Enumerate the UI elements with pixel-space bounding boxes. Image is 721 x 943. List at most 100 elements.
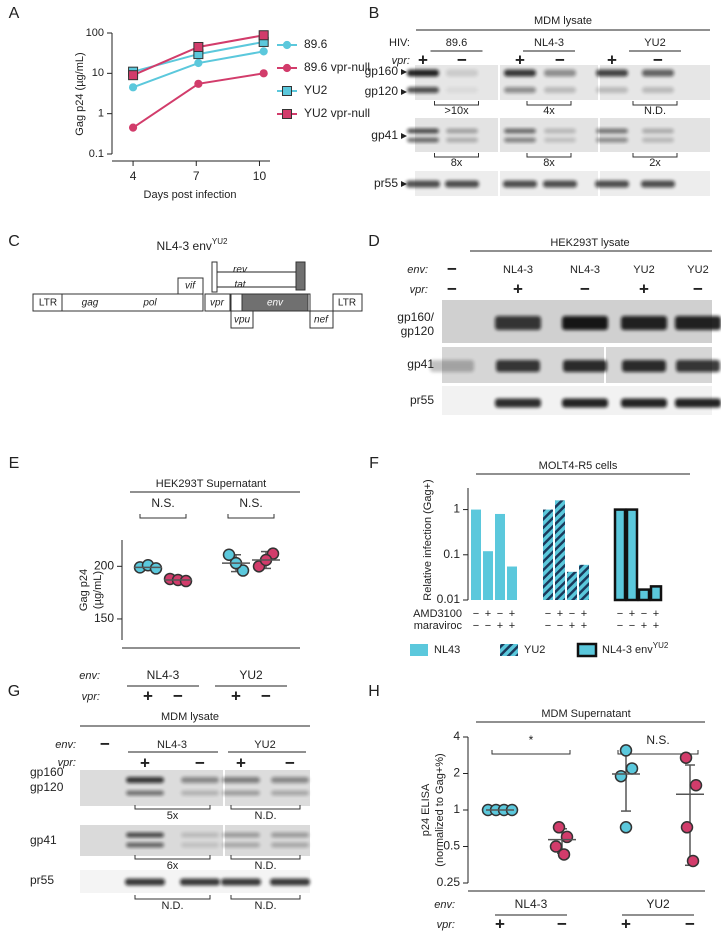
gene-label: vpr [210, 298, 225, 309]
blot-band [544, 137, 576, 143]
blot-band [181, 842, 219, 848]
marker [258, 30, 269, 41]
data-point [149, 562, 163, 575]
data-point [222, 548, 236, 561]
axis-title: Days post infection [144, 189, 237, 201]
fold-change: >10x [444, 105, 469, 117]
bar [649, 585, 663, 602]
bar [613, 508, 627, 602]
blot-title: HEK293T lysate [550, 237, 629, 249]
data-point [689, 779, 703, 792]
vpr-sign: − [457, 50, 467, 69]
treatment-sign: + [557, 608, 563, 620]
treatment-sign: − [545, 620, 551, 632]
data-point [614, 769, 628, 783]
y-tick-label: 1 [453, 802, 460, 816]
bar [507, 566, 517, 600]
treatment-sign: − [641, 608, 647, 620]
blot-band [126, 842, 164, 848]
blot-band [543, 180, 577, 188]
blot-band [271, 832, 309, 838]
fold-change: N.D. [255, 810, 277, 822]
marker [282, 40, 292, 50]
marker [128, 123, 138, 132]
bar [637, 588, 651, 602]
treatment-sign: − [497, 608, 503, 620]
panel-label: C [8, 233, 20, 250]
blot-band [504, 87, 536, 93]
band-label: gp41 [371, 128, 398, 142]
blot-band [562, 316, 608, 330]
arrowhead [401, 181, 407, 187]
vpr-sign: − [285, 753, 295, 772]
data-point [625, 762, 639, 775]
env-label: NL4-3 [157, 739, 187, 751]
bracket [139, 514, 187, 519]
blot-band [222, 832, 260, 838]
bar [543, 509, 553, 600]
blot-band [544, 69, 576, 77]
treatment-sign: + [629, 608, 635, 620]
blot-panel [80, 770, 310, 806]
significance: * [529, 733, 534, 747]
blot-band [596, 128, 628, 134]
treatment-sign: − [629, 620, 635, 632]
treatment-sign: + [485, 608, 491, 620]
y-tick-label: 0.1 [89, 148, 104, 160]
bracket [491, 750, 571, 755]
treatment-sign: − [545, 608, 551, 620]
legend-swatch [576, 642, 598, 658]
fold-change: N.D. [255, 900, 277, 912]
band-label: gp41 [30, 833, 57, 847]
vpr-sign: − [557, 914, 567, 933]
blot-band [221, 878, 261, 886]
marker [193, 41, 204, 52]
panel-label: H [368, 683, 380, 700]
bar [495, 513, 505, 600]
label: env: [407, 264, 428, 276]
treatment-sign: − [557, 620, 563, 632]
marker [282, 109, 292, 119]
arrowhead [401, 133, 407, 139]
data-point [619, 744, 633, 757]
gene-label: vpu [234, 315, 251, 326]
blot-band [271, 777, 309, 783]
blot-band [446, 128, 478, 134]
env-label: YU2 [633, 264, 654, 276]
row-label: env: [434, 899, 455, 911]
blot-band [563, 360, 607, 372]
legend-label: YU2 vpr-null [304, 106, 370, 120]
y-tick-label: 0.01 [437, 592, 461, 606]
data-point [560, 830, 574, 844]
gene-box [309, 310, 334, 329]
bar [567, 571, 577, 600]
band-label: gp160/ [397, 310, 434, 324]
blot-band [181, 832, 219, 838]
bracket [134, 895, 211, 900]
legend-label: 89.6 [304, 37, 328, 51]
strain-label: NL4-3 [534, 37, 564, 49]
treatment-label: maraviroc [414, 620, 463, 632]
bar [555, 500, 565, 600]
vpr-sign: − [653, 50, 663, 69]
marker [194, 58, 203, 68]
fold-change: 4x [543, 105, 555, 117]
y-tick-label: 0.25 [437, 875, 461, 889]
legend-label: YU2 [524, 644, 545, 656]
panel-label: A [9, 5, 20, 22]
blot-band [270, 878, 310, 886]
fold-change: N.D. [255, 860, 277, 872]
y-tick-label: 100 [86, 27, 104, 39]
bracket [617, 750, 699, 755]
gene-box [332, 293, 363, 312]
blot-band [126, 790, 164, 796]
title-text: NL4-3 env [157, 239, 212, 253]
strain-label: 89.6 [446, 37, 467, 49]
treatment-sign: − [569, 608, 575, 620]
marker [194, 79, 203, 88]
vpr-sign: − [693, 279, 703, 298]
vpr-sign: − [173, 686, 183, 705]
gene-label: pol [142, 298, 157, 309]
bracket [230, 895, 301, 900]
